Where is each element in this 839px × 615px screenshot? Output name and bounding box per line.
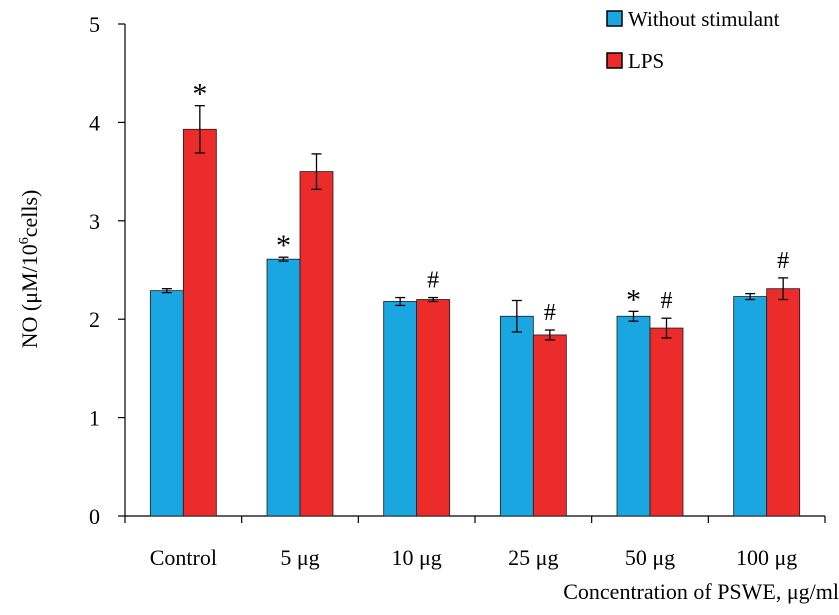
x-tick-label: 25 μg [508, 545, 558, 570]
y-tick-label: 4 [89, 110, 100, 135]
legend-swatch-without-stimulant [606, 10, 623, 27]
significance-marker: # [427, 268, 439, 294]
y-axis-label-superscript: 6 [17, 237, 32, 244]
annotations-group: * * # # * # # [192, 78, 789, 326]
significance-marker: # [544, 300, 556, 326]
x-tick-label: 10 μg [392, 545, 442, 570]
bar-without-stimulant [266, 258, 301, 517]
significance-marker: # [777, 248, 789, 274]
y-axis-label-suffix: cells) [17, 190, 42, 238]
significance-marker: * [276, 229, 291, 262]
y-axis-label-prefix: NO (μM/10 [17, 244, 42, 348]
axes-group [124, 24, 825, 517]
y-tick-label: 0 [89, 504, 100, 529]
legend-label-lps: LPS [628, 49, 664, 73]
bar-without-stimulant [733, 296, 768, 517]
significance-marker: * [626, 283, 641, 316]
bar-lps [532, 334, 567, 517]
legend-swatch-lps [606, 52, 623, 69]
x-tick-label: 50 μg [625, 545, 675, 570]
y-tick-label: 5 [89, 12, 100, 37]
y-tick-label: 3 [89, 209, 100, 234]
x-tick-label: 100 μg [736, 545, 797, 570]
bar-lps [649, 327, 684, 517]
bar-lps [299, 171, 334, 517]
bar-without-stimulant [616, 315, 651, 517]
bar-without-stimulant [383, 301, 418, 517]
bar-without-stimulant [499, 315, 534, 517]
significance-marker: * [192, 78, 207, 111]
bar-lps [766, 288, 801, 517]
y-ticks-group: 0 1 2 3 4 5 [89, 12, 125, 529]
x-axis-label: Concentration of PSWE, μg/ml [563, 579, 839, 604]
legend-label-without-stimulant: Without stimulant [628, 7, 780, 31]
x-tick-label: 5 μg [280, 545, 319, 570]
bar-lps [182, 128, 217, 517]
error-bars-group [161, 105, 789, 341]
bars-group [149, 128, 801, 517]
y-axis-label: NO (μM/106cells) [17, 190, 42, 349]
bar-lps [416, 299, 451, 517]
bar-without-stimulant [149, 290, 184, 517]
y-tick-label: 1 [89, 406, 100, 431]
x-tick-label: Control [150, 545, 217, 570]
significance-marker: # [661, 288, 673, 314]
x-ticks-group: Control 5 μg 10 μg 25 μg 50 μg 100 μg [124, 516, 826, 570]
legend: Without stimulant LPS [606, 7, 780, 73]
y-tick-label: 2 [89, 307, 100, 332]
